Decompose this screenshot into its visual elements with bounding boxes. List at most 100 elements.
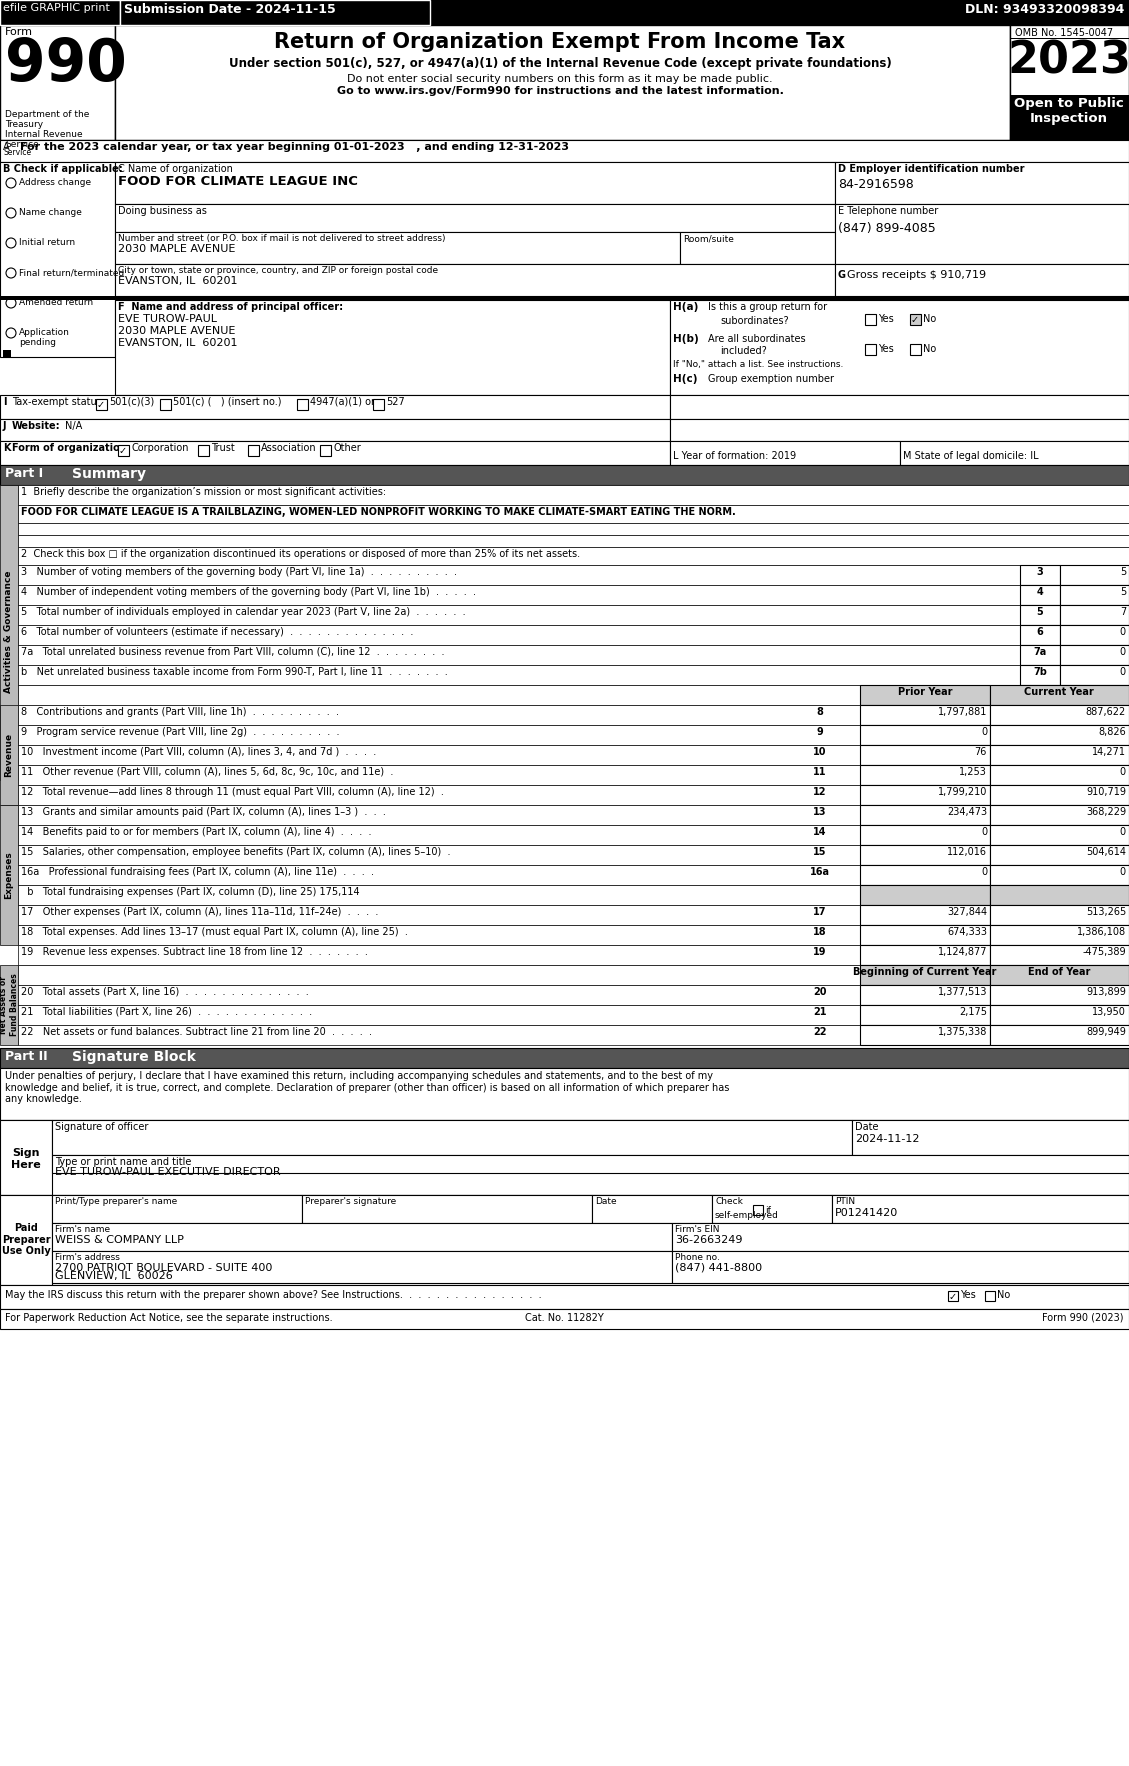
Text: EVE TUROW-PAUL: EVE TUROW-PAUL [119, 314, 217, 323]
Bar [860, 985, 990, 1005]
Text: DLN: 93493320098394: DLN: 93493320098394 [964, 4, 1124, 16]
Bar [669, 396, 1129, 419]
Bar [1010, 25, 1129, 140]
Text: Trust: Trust [211, 443, 235, 454]
Text: G: G [838, 270, 846, 281]
Bar [18, 885, 860, 904]
Bar [115, 263, 835, 297]
Bar [18, 685, 860, 705]
Bar [860, 805, 990, 825]
Text: 5   Total number of individuals employed in calendar year 2023 (Part V, line 2a): 5 Total number of individuals employed i… [21, 608, 465, 616]
Bar [990, 765, 1129, 786]
Bar [948, 1291, 959, 1302]
Bar [52, 1155, 1129, 1173]
Bar [0, 464, 1129, 486]
Bar [52, 1250, 672, 1284]
Text: B Check if applicable:: B Check if applicable: [3, 164, 123, 175]
Bar [18, 1024, 860, 1045]
Bar [18, 844, 860, 865]
Bar [320, 445, 331, 456]
Text: 0: 0 [1120, 627, 1126, 638]
Bar [1019, 565, 1060, 585]
Bar [0, 140, 1129, 162]
Text: 12   Total revenue—add lines 8 through 11 (must equal Part VIII, column (A), lin: 12 Total revenue—add lines 8 through 11 … [21, 788, 444, 796]
Text: Part I: Part I [5, 466, 43, 480]
Text: 18   Total expenses. Add lines 13–17 (must equal Part IX, column (A), line 25)  : 18 Total expenses. Add lines 13–17 (must… [21, 927, 408, 938]
Bar [0, 0, 1129, 25]
Bar [860, 925, 990, 945]
Bar [835, 205, 1129, 263]
Bar [0, 1068, 1129, 1120]
Bar [990, 904, 1129, 925]
Bar [860, 705, 990, 726]
Text: efile GRAPHIC print: efile GRAPHIC print [3, 4, 110, 12]
Text: If "No," attach a list. See instructions.: If "No," attach a list. See instructions… [673, 360, 843, 369]
Text: 5: 5 [1120, 586, 1126, 597]
Text: Net Assets or
Fund Balances: Net Assets or Fund Balances [0, 973, 19, 1037]
Text: A: A [3, 141, 10, 152]
Bar [18, 786, 860, 805]
Text: Signature of officer: Signature of officer [55, 1121, 148, 1132]
Circle shape [6, 328, 16, 337]
Text: Preparer's signature: Preparer's signature [305, 1197, 396, 1206]
Text: 4947(a)(1) or: 4947(a)(1) or [310, 397, 375, 406]
Bar [984, 1291, 995, 1302]
Text: 7: 7 [1120, 608, 1126, 616]
Bar [990, 964, 1129, 985]
Text: 2030 MAPLE AVENUE: 2030 MAPLE AVENUE [119, 244, 235, 254]
Text: Are all subordinates: Are all subordinates [708, 334, 806, 344]
Text: 1,799,210: 1,799,210 [937, 788, 987, 796]
Bar [0, 25, 115, 140]
Bar [1019, 625, 1060, 645]
Bar [990, 865, 1129, 885]
Text: Revenue: Revenue [5, 733, 14, 777]
Text: self-employed: self-employed [715, 1211, 779, 1220]
Text: K: K [3, 443, 10, 454]
Bar [18, 535, 1129, 547]
Text: Association: Association [261, 443, 316, 454]
Text: 20: 20 [813, 987, 826, 998]
Bar [0, 297, 1129, 300]
Text: 887,622: 887,622 [1086, 706, 1126, 717]
Bar [1060, 606, 1129, 625]
Circle shape [6, 268, 16, 277]
Text: 3   Number of voting members of the governing body (Part VI, line 1a)  .  .  .  : 3 Number of voting members of the govern… [21, 567, 457, 577]
Text: 368,229: 368,229 [1086, 807, 1126, 818]
Text: Address change: Address change [19, 178, 91, 187]
Circle shape [6, 238, 16, 247]
Bar [910, 344, 921, 355]
Bar [373, 399, 384, 410]
Bar [1060, 625, 1129, 645]
Text: EVANSTON, IL  60201: EVANSTON, IL 60201 [119, 275, 237, 286]
Text: 0: 0 [1120, 826, 1126, 837]
Text: Check: Check [715, 1197, 743, 1206]
Text: For the 2023 calendar year, or tax year beginning 01-01-2023   , and ending 12-3: For the 2023 calendar year, or tax year … [20, 141, 569, 152]
Text: 1,124,877: 1,124,877 [937, 947, 987, 957]
Text: C Name of organization: C Name of organization [119, 164, 233, 175]
Text: Summary: Summary [72, 466, 146, 480]
Text: Group exemption number: Group exemption number [708, 374, 834, 383]
Text: Print/Type preparer's name: Print/Type preparer's name [55, 1197, 177, 1206]
Text: 14,271: 14,271 [1092, 747, 1126, 758]
Text: D Employer identification number: D Employer identification number [838, 164, 1024, 175]
Text: ✓: ✓ [949, 1293, 957, 1302]
Bar [248, 445, 259, 456]
Text: 501(c) (   ) (insert no.): 501(c) ( ) (insert no.) [173, 397, 281, 406]
Text: 2700 PATRIOT BOULEVARD - SUITE 400: 2700 PATRIOT BOULEVARD - SUITE 400 [55, 1263, 272, 1273]
Bar [1060, 645, 1129, 666]
Text: 8: 8 [816, 706, 823, 717]
Text: 0: 0 [981, 728, 987, 736]
Bar [860, 865, 990, 885]
Bar [18, 825, 860, 844]
Text: -475,389: -475,389 [1083, 947, 1126, 957]
Text: 13: 13 [813, 807, 826, 818]
Text: Beginning of Current Year: Beginning of Current Year [854, 968, 997, 977]
Text: 1,375,338: 1,375,338 [937, 1028, 987, 1037]
Bar [0, 1047, 1129, 1068]
Bar [18, 865, 860, 885]
Text: Firm's name: Firm's name [55, 1226, 111, 1234]
Bar [18, 565, 1019, 585]
Text: 11: 11 [813, 766, 826, 777]
Text: 21: 21 [813, 1007, 826, 1017]
Text: Current Year: Current Year [1024, 687, 1094, 698]
